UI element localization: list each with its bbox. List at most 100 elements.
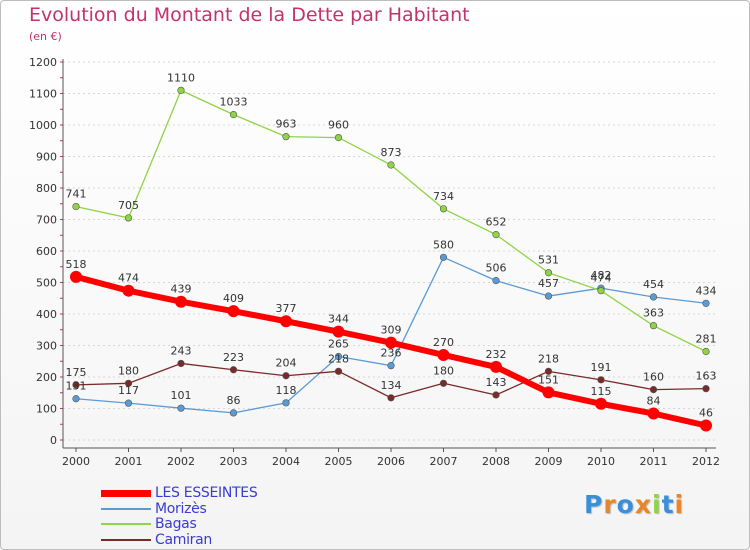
data-point (280, 315, 292, 328)
x-tick-label: 2005 (325, 455, 353, 468)
data-point (387, 161, 395, 169)
data-point (334, 134, 343, 142)
data-point (70, 270, 82, 283)
data-label: 531 (538, 254, 559, 267)
data-label: 218 (538, 352, 559, 365)
data-point (492, 391, 500, 399)
data-point (387, 394, 395, 402)
data-label: 117 (118, 384, 139, 397)
legend-label: Camiran (155, 531, 212, 548)
data-label: 518 (66, 258, 87, 271)
data-point (72, 395, 80, 403)
legend-label: Bagas (155, 516, 197, 532)
x-tick-label: 2008 (482, 455, 510, 468)
data-point (124, 399, 133, 407)
logo-letter: r (603, 490, 617, 519)
y-tick-label: 400 (36, 308, 57, 321)
y-tick-label: 1100 (29, 88, 57, 101)
data-label: 506 (486, 262, 507, 275)
data-label: 223 (223, 351, 244, 364)
data-point (700, 419, 712, 432)
logo-letter: i (652, 490, 662, 519)
data-point (439, 205, 448, 213)
data-label: 175 (66, 366, 87, 379)
data-point (647, 407, 660, 420)
x-tick-label: 2010 (587, 455, 615, 468)
data-label: 180 (118, 364, 139, 377)
data-label: 474 (118, 272, 139, 285)
data-label: 243 (171, 344, 192, 357)
data-label: 652 (486, 216, 507, 229)
data-point (437, 348, 450, 361)
y-tick-label: 800 (36, 182, 57, 195)
data-label: 363 (643, 307, 664, 320)
x-tick-label: 2000 (62, 455, 90, 468)
data-point (229, 111, 238, 119)
x-tick-label: 2003 (220, 455, 248, 468)
x-tick-label: 2011 (640, 455, 668, 468)
data-point (597, 376, 605, 384)
data-point (492, 231, 500, 239)
data-label: 474 (591, 272, 612, 285)
data-point (229, 366, 238, 374)
data-point (387, 362, 395, 370)
data-point (124, 379, 133, 387)
data-point (439, 253, 448, 261)
y-tick-label: 0 (50, 434, 57, 447)
data-point (490, 360, 502, 373)
data-label: 101 (171, 389, 192, 402)
chart-subtitle: (en €) (29, 30, 62, 43)
x-tick-label: 2007 (430, 455, 458, 468)
data-label: 439 (171, 283, 192, 296)
data-label: 281 (696, 332, 717, 345)
legend-swatch (101, 538, 151, 541)
data-label: 163 (696, 370, 717, 383)
legend-swatch (101, 490, 151, 497)
data-label: 232 (486, 348, 507, 361)
data-point (702, 299, 710, 307)
data-point (122, 284, 135, 297)
series-line-2 (75, 89, 707, 353)
logo-letter: o (616, 490, 635, 519)
data-point (649, 293, 658, 301)
data-label: 143 (486, 376, 507, 389)
data-label: 118 (276, 384, 297, 397)
data-point (702, 385, 710, 393)
data-point (595, 397, 607, 410)
data-label: 180 (433, 364, 454, 377)
x-tick-label: 2009 (535, 455, 563, 468)
data-point (227, 305, 240, 318)
data-point (544, 367, 553, 375)
data-label: 236 (381, 347, 402, 360)
data-label: 218 (328, 352, 349, 365)
x-tick-label: 2001 (115, 455, 143, 468)
y-tick-label: 600 (36, 245, 57, 258)
legend-label: Morizès (155, 500, 207, 517)
y-tick-label: 200 (36, 371, 57, 384)
legend-swatch (101, 507, 151, 510)
data-point (702, 347, 710, 356)
data-point (439, 379, 448, 387)
data-label: 309 (381, 324, 402, 337)
data-label: 344 (328, 313, 349, 326)
data-point (332, 325, 345, 338)
data-label: 204 (276, 357, 297, 370)
data-label: 131 (66, 380, 87, 393)
data-point (124, 214, 133, 222)
y-tick-label: 900 (36, 151, 57, 164)
data-label: 115 (591, 385, 612, 398)
data-point (334, 367, 343, 375)
legend-swatch (101, 523, 151, 525)
data-point (492, 277, 500, 285)
data-label: 409 (223, 292, 244, 305)
data-point (282, 372, 290, 380)
data-point (282, 133, 290, 141)
data-label: 265 (328, 338, 349, 351)
x-tick-label: 2002 (167, 455, 195, 468)
data-label: 84 (647, 395, 661, 408)
data-point (177, 359, 185, 368)
data-label: 270 (433, 336, 454, 349)
data-point (229, 409, 238, 417)
data-point (72, 381, 80, 389)
